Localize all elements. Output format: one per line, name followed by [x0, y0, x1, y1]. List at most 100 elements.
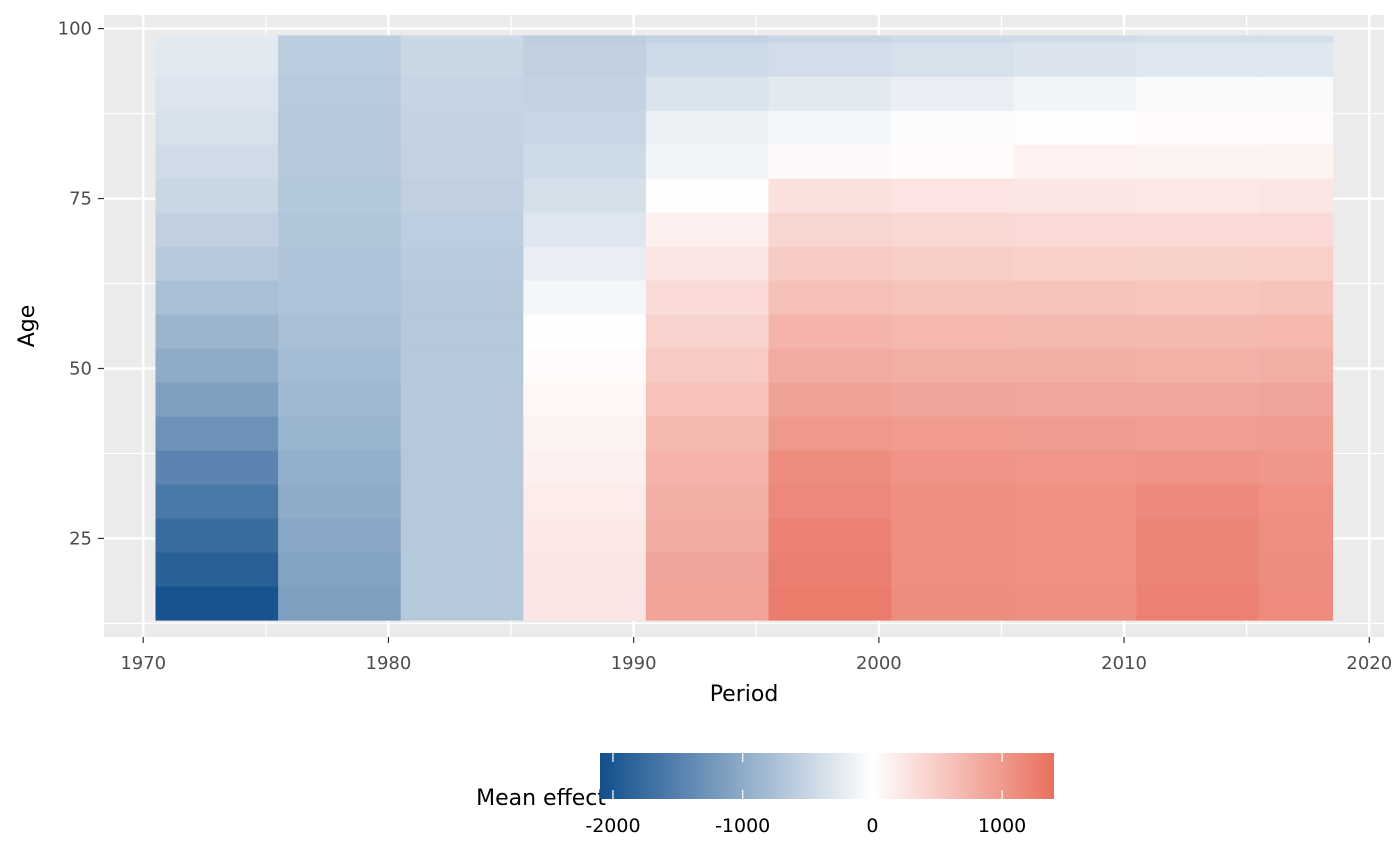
x-axis-title: Period	[710, 682, 779, 707]
heatmap-tile	[155, 246, 279, 281]
heatmap-tile	[768, 416, 892, 451]
heatmap-tile	[768, 314, 892, 349]
heatmap-tile	[278, 144, 402, 179]
heatmap-tile	[278, 178, 402, 213]
y-axis-title: Age	[15, 305, 40, 348]
heatmap-tile	[1258, 280, 1334, 315]
heatmap-tile	[891, 552, 1015, 587]
heatmap-tile	[1013, 246, 1137, 281]
heatmap-tile	[278, 314, 402, 349]
y-tick-label: 100	[58, 19, 92, 40]
heatmap-tile	[1136, 212, 1260, 247]
heatmap-tile	[523, 110, 647, 145]
heatmap-tile	[278, 110, 402, 145]
heatmap-tile	[523, 212, 647, 247]
heatmap-tile	[1013, 450, 1137, 485]
heatmap-tile	[1013, 42, 1137, 77]
heatmap-tile	[1136, 178, 1260, 213]
heatmap-tile	[1258, 552, 1334, 587]
heatmap-tile	[400, 552, 524, 587]
heatmap-tile	[155, 314, 279, 349]
heatmap-tile	[278, 586, 402, 621]
heatmap-tile	[1013, 518, 1137, 553]
heatmap-tile	[400, 280, 524, 315]
x-tick-label: 2000	[856, 653, 902, 674]
heatmap-tile	[768, 246, 892, 281]
heatmap-tile	[155, 586, 279, 621]
heatmap-tile	[645, 144, 770, 179]
heatmap-tile	[155, 110, 279, 145]
heatmap-tile	[400, 586, 524, 621]
heatmap-tile	[645, 348, 770, 383]
heatmap-tile	[891, 246, 1015, 281]
heatmap-tile	[1258, 484, 1334, 519]
heatmap-tile	[1013, 110, 1137, 145]
heatmap-tile	[645, 552, 770, 587]
heatmap-tile	[768, 552, 892, 587]
axes: 1970 1980 1990 2000 2010 2020 25 50 75 100	[58, 19, 1393, 674]
heatmap-tile	[891, 382, 1015, 417]
legend-ticks: -2000 -1000 0 1000	[585, 753, 1026, 837]
heatmap-tile	[400, 314, 524, 349]
heatmap-tile	[155, 42, 279, 77]
heatmap-tile	[278, 382, 402, 417]
heatmap-tile	[1136, 280, 1260, 315]
heatmap-tile	[278, 552, 402, 587]
heatmap-tiles	[155, 35, 1334, 621]
heatmap-tile	[523, 246, 647, 281]
heatmap-tile	[400, 42, 524, 77]
heatmap-tile	[523, 586, 647, 621]
heatmap-tile	[1136, 382, 1260, 417]
heatmap-tile	[1258, 382, 1334, 417]
heatmap-tile	[1258, 518, 1334, 553]
heatmap-tile	[1013, 552, 1137, 587]
heatmap-tile	[891, 42, 1015, 77]
heatmap-tile	[768, 450, 892, 485]
heatmap-tile	[523, 42, 647, 77]
heatmap-tile	[155, 76, 279, 111]
heatmap-tile	[278, 450, 402, 485]
heatmap-tile	[768, 382, 892, 417]
heatmap-tile	[1013, 314, 1137, 349]
heatmap-tile	[1258, 76, 1334, 111]
heatmap-tile	[278, 280, 402, 315]
heatmap-tile	[1258, 416, 1334, 451]
heatmap-tile	[155, 348, 279, 383]
heatmap-tile	[891, 484, 1015, 519]
heatmap-tile	[523, 484, 647, 519]
legend-tick-label: 0	[866, 815, 878, 837]
heatmap-tile	[768, 348, 892, 383]
heatmap-tile	[155, 416, 279, 451]
heatmap-tile	[523, 416, 647, 451]
heatmap-tile	[645, 246, 770, 281]
heatmap-tile	[400, 76, 524, 111]
heatmap-tile	[891, 178, 1015, 213]
heatmap-tile	[645, 35, 770, 43]
heatmap-tile	[1258, 42, 1334, 77]
heatmap-tile	[1013, 144, 1137, 179]
heatmap-tile	[645, 178, 770, 213]
heatmap-tile	[768, 35, 892, 43]
heatmap-tile	[891, 212, 1015, 247]
heatmap-tile	[400, 212, 524, 247]
heatmap-tile	[155, 450, 279, 485]
heatmap-tile	[645, 382, 770, 417]
heatmap-tile	[278, 246, 402, 281]
heatmap-tile	[155, 212, 279, 247]
heatmap-tile	[278, 416, 402, 451]
heatmap-tile	[155, 382, 279, 417]
heatmap-tile	[400, 348, 524, 383]
heatmap-tile	[645, 280, 770, 315]
heatmap-tile	[400, 382, 524, 417]
y-tick-label: 50	[69, 358, 92, 379]
heatmap-tile	[768, 42, 892, 77]
heatmap-tile	[278, 35, 402, 43]
heatmap-tile	[768, 586, 892, 621]
heatmap-tile	[645, 212, 770, 247]
heatmap-tile	[155, 518, 279, 553]
heatmap-tile	[768, 280, 892, 315]
heatmap-tile	[523, 518, 647, 553]
heatmap-tile	[891, 35, 1015, 43]
heatmap-tile	[1013, 382, 1137, 417]
heatmap-tile	[1136, 450, 1260, 485]
